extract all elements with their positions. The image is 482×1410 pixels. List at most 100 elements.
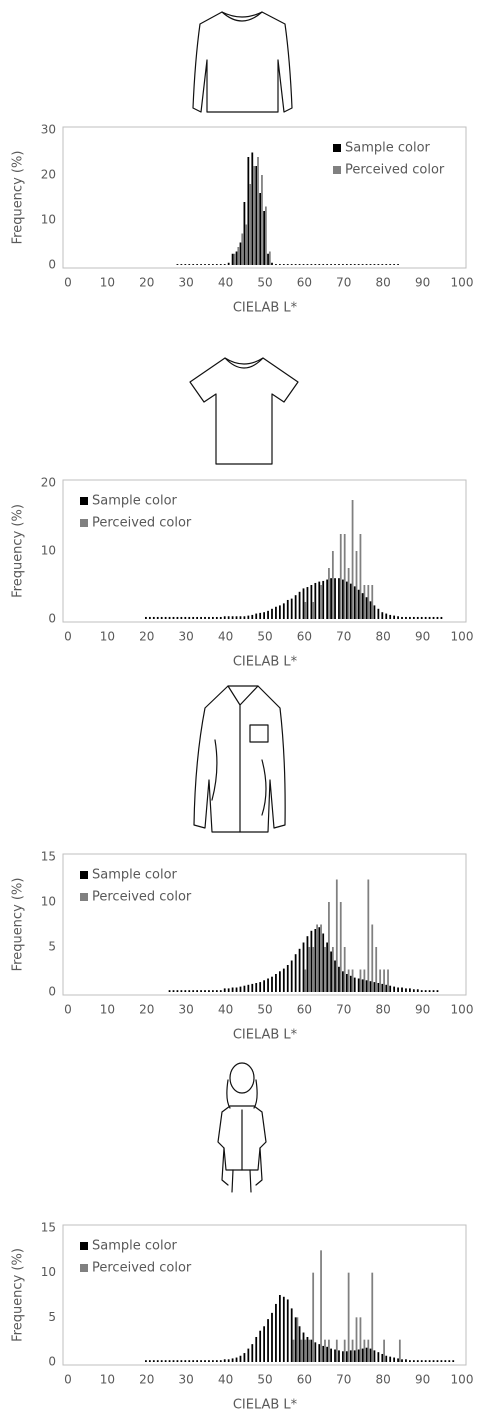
bar xyxy=(304,602,307,619)
bar xyxy=(302,942,305,992)
bar xyxy=(215,616,218,619)
bar xyxy=(371,924,374,992)
x-tick-label: 10 xyxy=(100,1003,115,1017)
x-tick-label: 90 xyxy=(415,630,430,644)
bar xyxy=(363,585,366,619)
bar xyxy=(334,578,336,619)
bar xyxy=(342,971,344,992)
bar xyxy=(338,1350,340,1362)
bar xyxy=(271,262,273,265)
x-tick-label: 90 xyxy=(415,1373,430,1387)
x-tick-label: 30 xyxy=(179,630,194,644)
bar xyxy=(312,602,315,619)
bar xyxy=(204,616,206,619)
x-tick-label: 80 xyxy=(376,630,391,644)
bar xyxy=(306,1336,309,1362)
bar xyxy=(314,929,317,992)
bar xyxy=(172,616,175,619)
bar xyxy=(432,616,435,619)
bar xyxy=(373,982,376,992)
y-tick-label: 20 xyxy=(41,168,56,182)
bar xyxy=(345,974,348,992)
bar xyxy=(255,166,258,265)
x-tick-label: 80 xyxy=(376,276,391,290)
bar xyxy=(389,1356,392,1362)
bar xyxy=(184,264,187,265)
bar xyxy=(294,595,297,619)
bar xyxy=(347,568,350,619)
bar xyxy=(243,1353,246,1362)
bar xyxy=(330,951,332,992)
bar xyxy=(259,612,262,619)
bar xyxy=(164,616,167,619)
bar xyxy=(172,990,175,992)
bar xyxy=(371,585,374,619)
bar xyxy=(326,942,329,992)
bar xyxy=(349,264,352,265)
bar xyxy=(237,247,240,265)
bar xyxy=(241,233,244,265)
bar xyxy=(373,605,376,619)
bar xyxy=(268,251,271,265)
y-axis-title: Frequency (%) xyxy=(11,151,26,245)
bar xyxy=(322,580,325,619)
bar xyxy=(223,264,226,265)
y-tick-label: 5 xyxy=(48,1310,56,1324)
bar xyxy=(351,1339,354,1362)
legend-label: Sample color xyxy=(92,868,178,883)
bar xyxy=(267,253,269,265)
bar xyxy=(145,1360,147,1362)
bar xyxy=(401,987,403,992)
bar xyxy=(168,1360,171,1362)
y-tick-label: 0 xyxy=(48,258,56,272)
bar xyxy=(328,1339,330,1362)
bar xyxy=(393,1357,396,1362)
bar xyxy=(377,983,380,992)
bar xyxy=(275,264,277,265)
bar xyxy=(397,616,399,619)
bar xyxy=(320,1250,322,1362)
x-tick-label: 0 xyxy=(64,276,72,290)
legend-label: Perceived color xyxy=(92,890,192,905)
bar xyxy=(278,605,281,619)
bar xyxy=(355,551,358,619)
bar xyxy=(251,1344,254,1362)
bar xyxy=(251,614,254,619)
x-tick-label: 40 xyxy=(218,630,233,644)
bar xyxy=(219,1360,222,1362)
bar xyxy=(316,924,318,992)
legend-swatch xyxy=(80,1264,88,1272)
bar xyxy=(381,264,384,265)
bar xyxy=(247,1348,250,1362)
bar xyxy=(243,985,246,992)
x-tick-label: 60 xyxy=(297,1373,312,1387)
bar xyxy=(300,1339,303,1362)
plot-frame xyxy=(62,126,467,269)
bar xyxy=(160,1360,163,1362)
bar xyxy=(331,947,334,992)
bar xyxy=(212,990,214,992)
bar xyxy=(259,193,262,265)
bar xyxy=(335,1339,338,1362)
bar xyxy=(263,1326,265,1362)
bar xyxy=(416,989,419,992)
bar xyxy=(275,974,277,992)
bar xyxy=(196,1360,199,1362)
bar xyxy=(290,598,293,619)
legend-label: Sample color xyxy=(345,141,431,156)
bar xyxy=(343,534,346,619)
bar xyxy=(359,969,362,992)
bar xyxy=(375,947,378,992)
bar xyxy=(342,579,344,619)
bar xyxy=(357,1349,360,1362)
tshirt-icon xyxy=(189,357,299,465)
bar xyxy=(373,1350,376,1362)
bar xyxy=(160,616,163,619)
bar xyxy=(318,264,321,265)
bar xyxy=(412,1360,415,1362)
bar xyxy=(278,1295,281,1362)
chart: 0 5 10 15 0 10 20 30 40 50 60 70 80 90 100 CIELAB L* Fre… xyxy=(11,1221,474,1410)
bar xyxy=(436,1360,439,1362)
bar xyxy=(239,1355,242,1362)
